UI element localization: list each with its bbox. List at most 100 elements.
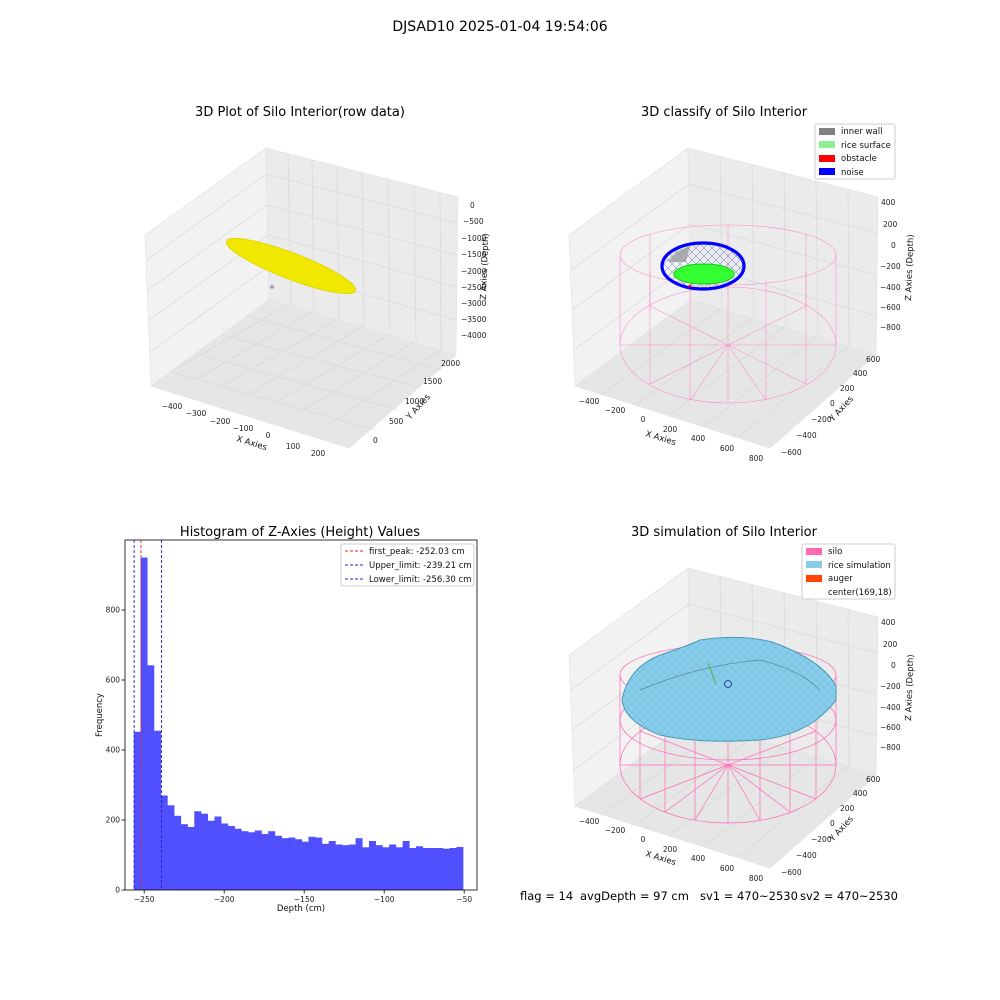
z-tick-labels: 400 200 0 −200 −400 −600 −800 <box>880 618 901 752</box>
y-tick-label: 0 <box>115 886 120 895</box>
x-tick: 0 <box>266 431 271 440</box>
legend-label: rice simulation <box>828 561 891 571</box>
footer-sv2: sv2 = 470~2530 <box>800 889 898 903</box>
z-tick: 0 <box>891 241 896 250</box>
histogram-bars <box>133 557 464 890</box>
x-tick: 800 <box>749 454 764 463</box>
y-tick: −400 <box>796 851 817 860</box>
z-tick: 200 <box>883 220 898 229</box>
y-tick-label: 600 <box>106 676 121 685</box>
auger-marker <box>707 662 732 688</box>
x-tick: 600 <box>720 444 735 453</box>
histogram-bar <box>180 824 188 890</box>
z-tick: −400 <box>880 703 901 712</box>
z-tick: −3000 <box>461 299 487 308</box>
histogram-bar <box>321 843 329 890</box>
footer-flag: flag = 14 <box>520 889 573 903</box>
histogram-bar <box>295 839 303 890</box>
inner-wall-points <box>668 247 690 262</box>
y-tick: −600 <box>781 448 802 457</box>
x-tick: −300 <box>186 409 207 418</box>
histogram-bar <box>456 846 464 890</box>
z-axis-label: Z Axies (Depth) <box>479 233 491 300</box>
panel-raw-data: 3D Plot of Silo Interior(row data) −400 … <box>144 105 491 458</box>
histogram-bar <box>342 845 350 890</box>
z-tick: 0 <box>891 661 896 670</box>
z-tick: 0 <box>470 201 475 210</box>
histogram-bar <box>369 841 377 890</box>
y-tick: 0 <box>830 399 835 408</box>
x-tick-labels: −400 −200 0 200 400 600 800 <box>579 397 764 463</box>
x-tick-label: −50 <box>456 895 472 904</box>
x-tick-label: −250 <box>134 895 155 904</box>
obstacle-point <box>688 284 692 288</box>
x-axis-label: Depth (cm) <box>277 904 325 914</box>
legend-swatch <box>806 575 822 582</box>
z-tick: 200 <box>883 640 898 649</box>
z-tick: −2500 <box>461 283 487 292</box>
histogram-bar <box>147 665 155 890</box>
x-tick: 0 <box>641 415 646 424</box>
x-tick: 400 <box>691 434 706 443</box>
legend-label: noise <box>841 168 864 178</box>
z-tick: −400 <box>880 283 901 292</box>
histogram-bar <box>389 844 397 890</box>
histogram-bar <box>288 837 296 890</box>
histogram-bar <box>449 848 457 890</box>
histogram-bar <box>362 847 370 890</box>
legend-label: Upper_limit: -239.21 cm <box>369 561 472 571</box>
x-tick-labels: −400 −200 0 200 400 600 800 <box>579 817 764 883</box>
legend-label: inner wall <box>841 127 882 137</box>
y-tick: 0 <box>373 436 378 445</box>
legend-label: rice surface <box>841 141 891 151</box>
legend-swatch <box>806 561 822 568</box>
silo-wireframe <box>619 224 837 404</box>
histogram-bar <box>409 848 417 890</box>
histogram-bar <box>234 828 242 890</box>
x-tick-label: −100 <box>374 895 395 904</box>
x-tick: 200 <box>663 845 678 854</box>
panel-histogram: Histogram of Z-Axies (Height) Values −25… <box>95 525 478 914</box>
z-tick: 400 <box>881 618 896 627</box>
histogram-bar <box>375 845 383 890</box>
panel-simulation: 3D simulation of Silo Interior <box>568 525 916 883</box>
y-tick-labels: −600 −400 −200 0 200 400 600 <box>781 355 881 457</box>
y-tick-label: 200 <box>106 816 121 825</box>
histogram-bar <box>436 848 444 890</box>
x-tick: 800 <box>749 874 764 883</box>
histogram-bar <box>207 820 215 890</box>
legend-classify: inner wall rice surface obstacle noise <box>814 123 896 180</box>
x-tick: −200 <box>210 417 231 426</box>
legend-swatch <box>819 168 835 175</box>
z-axis-label: Z Axies (Depth) <box>904 234 916 301</box>
legend-frame <box>814 123 896 180</box>
histogram-bar <box>416 846 424 890</box>
histogram-bar <box>194 811 202 890</box>
z-tick: −3500 <box>461 315 487 324</box>
y-tick-labels: 0 500 1000 1500 2000 <box>373 359 460 445</box>
z-tick: 400 <box>881 198 896 207</box>
raw-point-cloud <box>225 237 357 295</box>
histogram-bar <box>429 848 437 890</box>
x-tick: 200 <box>311 449 326 458</box>
histogram-bar <box>422 848 430 890</box>
z-axis-label: Z Axies (Depth) <box>904 654 916 721</box>
panel-classify: 3D classify of Silo Interior <box>568 105 916 463</box>
histogram-bar <box>268 831 276 890</box>
legend-swatch <box>806 548 822 555</box>
x-tick: −200 <box>605 406 626 415</box>
legend-label: center(169,18) <box>828 588 892 598</box>
x-tick: 0 <box>641 835 646 844</box>
y-tick: 0 <box>830 819 835 828</box>
pane-floor <box>150 299 457 449</box>
rice-surface-texture <box>622 637 836 742</box>
y-tick-label: 800 <box>106 606 121 615</box>
y-tick: 500 <box>389 417 404 426</box>
histogram-bar <box>227 825 235 890</box>
histogram-bar <box>274 835 282 890</box>
x-tick: −100 <box>233 424 254 433</box>
histogram-bar <box>201 813 209 890</box>
x-tick: 400 <box>691 854 706 863</box>
rice-surface-fold <box>639 659 821 691</box>
